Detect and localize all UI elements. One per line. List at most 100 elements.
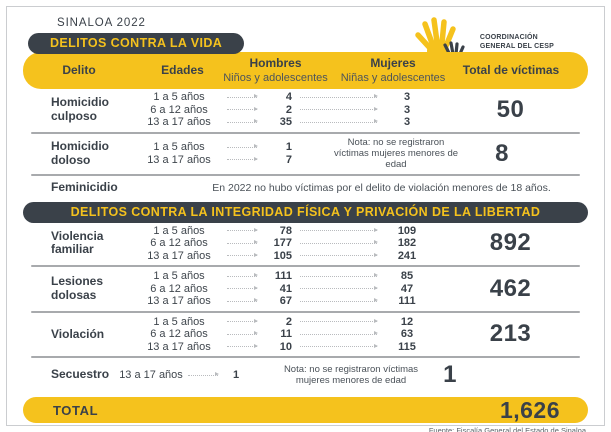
delito-name: Lesiones dolosas: [51, 274, 104, 302]
table-header: Delito Edades Hombres Niños y adolescent…: [23, 52, 588, 89]
dotted-leader: [227, 144, 258, 149]
age-line: 13 a 17 años 105 241: [135, 250, 433, 263]
mujeres-subtitle: Niñas y adolescentes: [340, 71, 446, 84]
delito-name: Secuestro: [51, 367, 110, 382]
age-label: 1 a 5 años: [153, 270, 205, 283]
row-divider: [31, 356, 580, 359]
hombres-subtitle: Niños y adolescentes: [223, 71, 328, 84]
age-line: 13 a 17 años 67 111: [135, 295, 433, 308]
hombres-value: 105: [273, 249, 292, 262]
section-banner-delitos-contra-la-vida: DELITOS CONTRA LA VIDA: [28, 33, 245, 54]
column-header-delito: Delito: [62, 62, 96, 77]
note-text: Nota: no se registraron víctimas mujeres…: [283, 363, 419, 387]
delito-name: Violencia familiar: [51, 228, 104, 257]
age-line: 13 a 17 años 1: [118, 369, 250, 382]
dotted-leader: [227, 252, 258, 257]
age-line: 6 a 12 años 2 3: [135, 104, 433, 117]
dotted-leader: [300, 240, 378, 245]
hombres-value: 67: [279, 295, 292, 308]
age-lines: 1 a 5 años 1 13 a 17 años 7: [135, 141, 296, 166]
hombres-value: 1: [285, 141, 292, 154]
dotted-leader: [227, 331, 258, 336]
dotted-leader: [300, 94, 378, 99]
dotted-leader: [300, 273, 378, 278]
total-value: 462: [489, 274, 532, 302]
age-lines: 1 a 5 años 4 3 6 a 12 años 2 3 13 a 17 a…: [135, 91, 433, 129]
dotted-leader: [300, 252, 378, 257]
hombres-value: 10: [279, 340, 292, 353]
age-label: 1 a 5 años: [153, 315, 205, 328]
mujeres-value: 3: [403, 103, 411, 116]
dotted-leader: [300, 285, 378, 290]
hombres-value: 11: [280, 328, 292, 341]
age-lines: 1 a 5 años 78 109 6 a 12 años 177 182 13…: [135, 225, 433, 263]
row-divider: [31, 310, 580, 313]
age-label: 13 a 17 años: [147, 295, 211, 308]
total-value: 50: [496, 95, 525, 123]
mujeres-title: Mujeres: [370, 55, 416, 70]
grand-total-row: TOTAL 1,626: [23, 397, 588, 424]
age-label: 13 a 17 años: [147, 116, 211, 129]
dotted-leader: [300, 227, 378, 232]
mujeres-value: 109: [397, 224, 417, 237]
age-label: 1 a 5 años: [153, 224, 205, 237]
age-label: 6 a 12 años: [150, 237, 208, 250]
column-header-hombres: Hombres Niños y adolescentes: [203, 52, 348, 89]
dotted-leader: [188, 372, 219, 377]
hombres-value: 4: [285, 91, 292, 104]
age-line: 13 a 17 años 35 3: [135, 116, 433, 129]
delito-name: Violación: [51, 326, 105, 341]
age-line: 1 a 5 años 4 3: [135, 91, 433, 104]
age-label: 6 a 12 años: [150, 328, 208, 341]
age-label: 13 a 17 años: [119, 369, 183, 382]
hombres-value: 1: [232, 369, 240, 382]
age-line: 1 a 5 años 2 12: [135, 316, 433, 329]
total-label: TOTAL: [53, 402, 99, 418]
hombres-value: 78: [279, 224, 292, 237]
age-label: 1 a 5 años: [153, 141, 205, 154]
logo-text-line1: COORDINACIÓN: [479, 33, 538, 41]
total-value: 892: [489, 229, 532, 257]
dotted-leader: [227, 227, 258, 232]
mujeres-value: 182: [397, 237, 417, 250]
mujeres-value: 63: [400, 328, 414, 341]
section-banner-integridad-fisica: DELITOS CONTRA LA INTEGRIDAD FÍSICA Y PR…: [23, 201, 588, 223]
dotted-leader: [300, 343, 378, 348]
dotted-leader: [227, 343, 258, 348]
age-line: 1 a 5 años 78 109: [135, 225, 433, 238]
column-header-edades: Edades: [161, 62, 204, 77]
hombres-value: 41: [279, 282, 292, 295]
table-row-violacion: Violación 1 a 5 años 2 12 6 a 12 años 11…: [23, 314, 588, 356]
hombres-value: 7: [285, 153, 292, 166]
wide-note-text: En 2022 no hubo víctimas por el delito d…: [212, 181, 551, 194]
column-header-mujeres: Mujeres Niñas y adolescentes: [318, 52, 468, 89]
dotted-leader: [300, 106, 378, 111]
column-header-total: Total de víctimas: [462, 62, 560, 77]
hombres-title: Hombres: [249, 55, 302, 70]
dotted-leader: [227, 156, 258, 161]
mujeres-value: 3: [403, 116, 411, 129]
total-value: 213: [489, 320, 532, 348]
hombres-value: 35: [279, 116, 292, 129]
dotted-leader: [227, 318, 258, 323]
dotted-leader: [300, 318, 378, 323]
delito-name: Homicidio culposo: [51, 95, 110, 123]
mujeres-value: 111: [398, 295, 416, 308]
table-row-secuestro: Secuestro 13 a 17 años 1 Nota: no se reg…: [23, 359, 588, 391]
age-label: 13 a 17 años: [147, 249, 211, 262]
age-line: 13 a 17 años 7: [135, 154, 296, 167]
dotted-leader: [227, 240, 258, 245]
total-value: 1: [443, 361, 457, 389]
note-text: Nota: no se registraron víctimas mujeres…: [333, 136, 459, 171]
dotted-leader: [227, 94, 258, 99]
table-row-homicidio-doloso: Homicidio doloso 1 a 5 años 1 13 a 17 añ…: [23, 135, 588, 173]
mujeres-value: 115: [398, 340, 416, 353]
age-lines: 1 a 5 años 111 85 6 a 12 años 41 47 13 a…: [135, 270, 433, 308]
hombres-value: 2: [285, 103, 292, 116]
logo-text-line2: GENERAL DEL CESP: [479, 42, 554, 50]
dotted-leader: [300, 119, 378, 124]
age-line: 13 a 17 años 10 115: [135, 341, 433, 354]
row-divider: [31, 173, 580, 176]
age-lines: 1 a 5 años 2 12 6 a 12 años 11 63 13 a 1…: [135, 316, 433, 354]
